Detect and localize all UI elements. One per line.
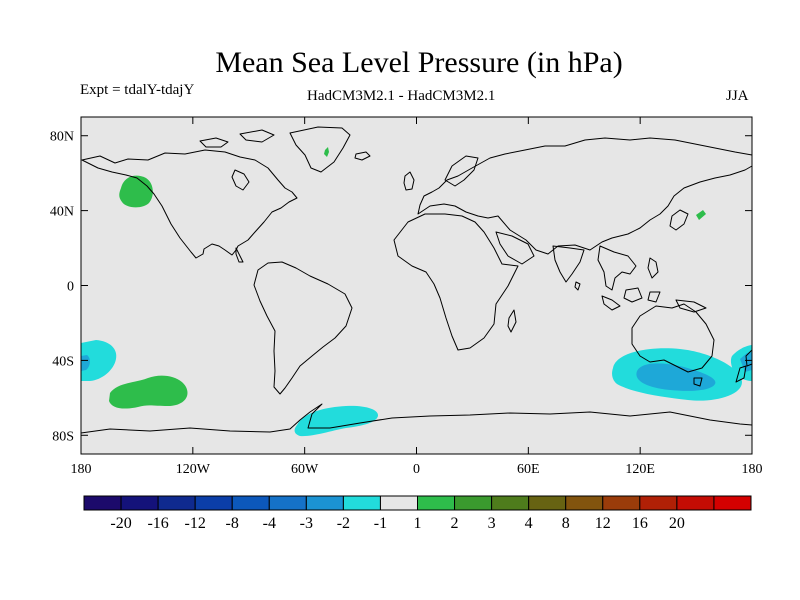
- coastline-scandinavia: [444, 155, 479, 187]
- x-tick-label: 180: [742, 462, 763, 477]
- coastline-philippines: [647, 257, 659, 279]
- model-comparison-label: HadCM3M2.1 - HadCM3M2.1: [307, 88, 496, 104]
- colorbar-swatch: [268, 495, 307, 511]
- x-tick-label: 60E: [517, 462, 540, 477]
- colorbar-swatch: [417, 495, 456, 511]
- colorbar-swatch: [194, 495, 233, 511]
- coastline-north-america: [81, 149, 298, 259]
- colorbar-swatch: [639, 495, 678, 511]
- colorbar-label: -16: [147, 515, 168, 532]
- colorbar: -20 -16 -12 -8 -4 -3 -2 -1 1 2 3 4 8 12 16 20: [83, 495, 752, 532]
- season-label: JJA: [726, 88, 749, 104]
- colorbar-label: -8: [226, 515, 239, 532]
- colorbar-label: 8: [562, 515, 570, 532]
- colorbar-swatch: [454, 495, 493, 511]
- south-indian-negative-core: [636, 363, 716, 391]
- anomaly-regions: [81, 147, 752, 437]
- coastline-tasmania: [693, 377, 703, 387]
- nw-pacific-positive: [696, 210, 706, 220]
- colorbar-label: -1: [374, 515, 387, 532]
- nz-negative-core: [740, 352, 752, 372]
- y-tick-label: 80N: [50, 130, 74, 145]
- colorbar-swatch: [528, 495, 567, 511]
- sw-pacific-negative: [81, 340, 117, 381]
- map-plot-area: 180 120W 60W 0 60E 120E 180 80N 40N 0 40S 80S: [50, 116, 763, 477]
- coastline-japan: [669, 209, 689, 231]
- colorbar-swatch: [379, 495, 419, 511]
- coastline-india: [552, 245, 585, 283]
- coastline-indonesia: [601, 287, 707, 313]
- map-background: [81, 117, 752, 454]
- colorbar-swatch: [231, 495, 270, 511]
- colorbar-swatch: [713, 495, 752, 511]
- colorbar-swatch: [120, 495, 159, 511]
- colorbar-swatch: [305, 495, 344, 511]
- coastline-hudson-bay: [231, 169, 250, 191]
- colorbar-swatch: [342, 495, 381, 511]
- greenland-positive: [324, 147, 329, 157]
- colorbar-label: -2: [337, 515, 350, 532]
- x-tick-label: 120W: [176, 462, 211, 477]
- coastlines: [80, 126, 753, 434]
- y-tick-label: 40S: [52, 354, 74, 369]
- colorbar-swatch: [491, 495, 530, 511]
- coastline-southeast-asia: [597, 245, 637, 291]
- chart-title: Mean Sea Level Pressure (in hPa): [215, 46, 623, 79]
- colorbar-label: -4: [263, 515, 276, 532]
- colorbar-label: -12: [185, 515, 206, 532]
- colorbar-swatch: [676, 495, 715, 511]
- colorbar-label: -3: [300, 515, 313, 532]
- coastline-madagascar: [507, 309, 517, 333]
- sw-pacific-negative-core: [81, 355, 90, 371]
- colorbar-label: -20: [110, 515, 131, 532]
- y-tick-label: 40N: [50, 205, 74, 220]
- south-pacific-positive: [109, 375, 188, 409]
- coastline-british-isles: [403, 171, 415, 191]
- coastline-africa: [393, 213, 519, 351]
- x-tick-label: 120E: [625, 462, 655, 477]
- y-tick-label: 80S: [52, 429, 74, 444]
- colorbar-swatch: [602, 495, 641, 511]
- colorbar-label: 4: [525, 515, 533, 532]
- x-tick-label: 60W: [291, 462, 319, 477]
- colorbar-swatch: [565, 495, 604, 511]
- x-tick-label: 0: [413, 462, 420, 477]
- coastline-australia: [631, 303, 715, 373]
- coastline-greenland: [289, 126, 351, 173]
- coastline-europe-asia: [417, 137, 753, 255]
- coastline-florida: [235, 247, 244, 263]
- colorbar-label: 12: [595, 515, 611, 532]
- y-tick-label: 0: [67, 280, 74, 295]
- colorbar-label: 20: [669, 515, 685, 532]
- axis-ticks: 180 120W 60W 0 60E 120E 180 80N 40N 0 40S 80S: [50, 117, 763, 477]
- coastline-sri-lanka: [574, 281, 581, 291]
- coastline-antarctica: [80, 403, 753, 434]
- coastline-arabia: [495, 231, 535, 265]
- coastline-iceland: [354, 151, 371, 161]
- colorbar-swatch: [83, 495, 122, 511]
- colorbar-label: 2: [451, 515, 459, 532]
- colorbar-label: 16: [632, 515, 648, 532]
- coastline-arctic-islands: [199, 129, 275, 148]
- colorbar-label: 1: [414, 515, 422, 532]
- x-tick-label: 180: [71, 462, 92, 477]
- colorbar-swatch: [157, 495, 196, 511]
- colorbar-label: 3: [488, 515, 496, 532]
- experiment-label: Expt = tdalY-tdajY: [80, 82, 195, 98]
- coastline-south-america: [253, 261, 353, 395]
- weddell-negative: [294, 405, 379, 437]
